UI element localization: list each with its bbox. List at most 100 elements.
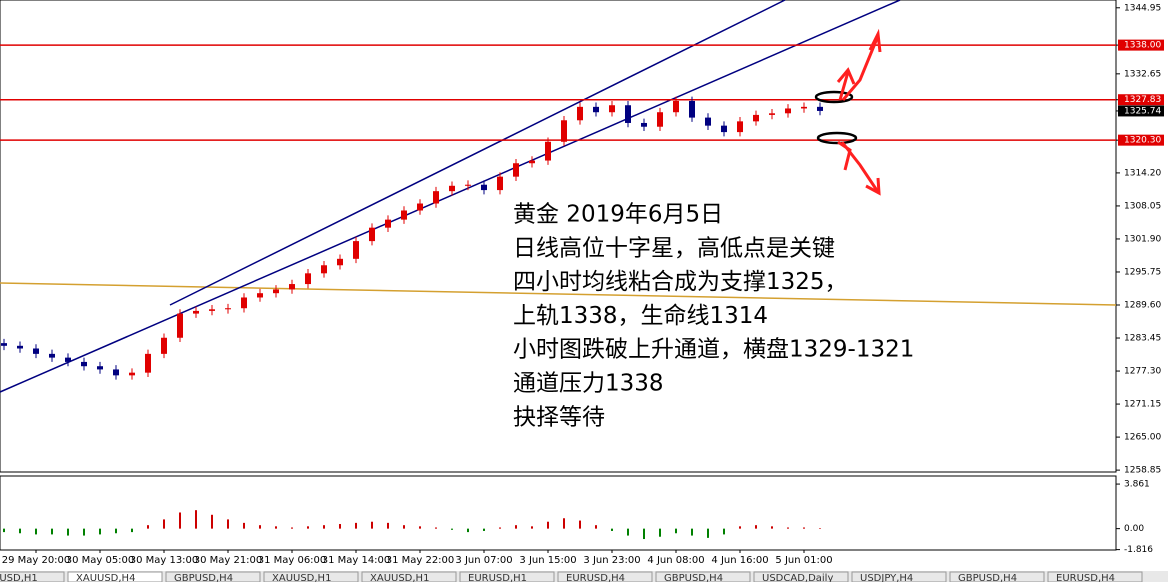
candle-body (161, 337, 167, 354)
price-panel (0, 0, 1117, 473)
y-tick-label: 1295.75 (1124, 267, 1161, 277)
y-tick-label: 1301.90 (1124, 234, 1161, 244)
tab-label[interactable]: XAUUSD,H4 (76, 573, 135, 584)
x-tick-label: 31 May 14:00 (322, 555, 391, 566)
arrow (841, 35, 880, 101)
candle-body (641, 122, 647, 127)
candle-body (721, 125, 727, 133)
y-tick-label: 1258.85 (1124, 466, 1161, 476)
x-tick-label: 3 Jun 23:00 (583, 555, 640, 566)
x-tick-label: 3 Jun 15:00 (519, 555, 576, 566)
tab-label[interactable]: USDCAD,Daily (762, 573, 833, 584)
y-tick-label: 1277.30 (1124, 367, 1161, 377)
candle-body (369, 227, 375, 242)
tab-label[interactable]: GBPUSD,H4 (174, 573, 233, 584)
candle-body (561, 120, 567, 142)
candle-body (145, 353, 151, 373)
candle-body (1, 343, 7, 346)
candle-body (625, 105, 631, 123)
candle-body (401, 210, 407, 220)
candle-body (705, 117, 711, 126)
x-tick-label: 30 May 21:00 (194, 555, 263, 566)
ellipse-marker (814, 90, 854, 104)
candle-body (769, 113, 775, 115)
annotation-line: 日线高位十字星，高低点是关键 (513, 235, 835, 261)
candle-body (529, 160, 535, 164)
tab-label[interactable]: EURUSD,H1 (468, 573, 527, 584)
annotation-line: 四小时均线粘合成为支撑1325， (513, 269, 848, 295)
candle-body (209, 309, 215, 311)
y-tick-label: 1289.60 (1124, 301, 1161, 311)
tab-label[interactable]: GBPUSD,H4 (958, 573, 1017, 584)
candle-body (673, 100, 679, 113)
y-tick-label: 1320.30 (1124, 136, 1161, 146)
tab-label[interactable]: EURUSD,H4 (566, 573, 625, 584)
candle-body (801, 106, 807, 109)
y-tick-label: -1.816 (1124, 545, 1153, 555)
candle-body (225, 308, 231, 310)
tick-box (1118, 134, 1164, 146)
candle-body (65, 357, 71, 362)
candle-body (33, 348, 39, 354)
candle-body (689, 100, 695, 118)
x-tick-label: 31 May 22:00 (386, 555, 455, 566)
candle-body (129, 372, 135, 376)
tick-box (1118, 105, 1164, 117)
tick-box (1118, 94, 1164, 106)
candle-body (337, 258, 343, 266)
candle-body (497, 176, 503, 191)
candle-body (273, 289, 279, 294)
arrow-head (865, 177, 881, 196)
channel-line (169, 0, 786, 306)
candle-body (417, 203, 423, 211)
tab-label[interactable]: USDUSD,H1 (0, 573, 38, 584)
tab-label[interactable]: EURUSD,H4 (1056, 573, 1115, 584)
macd-panel (0, 475, 1117, 551)
candle-body (113, 369, 119, 376)
tab-label[interactable]: GBPUSD,H4 (664, 573, 723, 584)
y-tick-label: 1283.45 (1124, 334, 1161, 344)
candle-body (753, 114, 759, 122)
candle-body (353, 241, 359, 259)
candle-body (593, 106, 599, 113)
tabs: USDUSD,H1 XAUUSD,H4 GBPUSD,H4 XAUUSD,H1 XAUU… (0, 571, 1143, 584)
x-tick-label: 3 Jun 07:00 (455, 555, 512, 566)
y-tick-label: 3.861 (1124, 480, 1150, 490)
annotation-line: 抉择等待 (513, 404, 605, 430)
candle-body (465, 184, 471, 186)
arrow-head (868, 28, 882, 53)
candle-body (177, 313, 183, 338)
candle-body (289, 284, 295, 290)
arrow (838, 71, 850, 101)
candle-body (305, 273, 311, 285)
arrow-head (836, 67, 856, 85)
tab-label[interactable]: XAUUSD,H1 (370, 573, 429, 584)
annotation-line: 黄金 2019年6月5日 (513, 202, 723, 228)
candle-body (817, 106, 823, 111)
candle-body (657, 112, 663, 127)
y-tick-label: 1338.00 (1124, 41, 1161, 51)
candle-body (385, 219, 391, 228)
y-tick-label: 0.00 (1124, 524, 1144, 534)
candle-body (481, 184, 487, 191)
x-tick-label: 5 Jun 01:00 (775, 555, 832, 566)
tick-box (1118, 39, 1164, 51)
candle-body (513, 163, 519, 177)
x-tick-label: 30 May 13:00 (130, 555, 199, 566)
channel-line (0, 0, 901, 393)
candle-body (81, 361, 87, 367)
x-tick-label: 4 Jun 16:00 (711, 555, 768, 566)
candle-body (737, 121, 743, 133)
tab-label[interactable]: XAUUSD,H1 (272, 573, 331, 584)
x-tick-label: 31 May 06:00 (258, 555, 327, 566)
annotation-line: 通道压力1338 (513, 371, 664, 397)
candle-body (609, 105, 615, 113)
arrows (836, 28, 882, 196)
y-tick-label: 1314.20 (1124, 168, 1161, 178)
candle-body (17, 345, 23, 349)
tab-label[interactable]: USDJPY,H4 (860, 573, 913, 584)
y-tick-label: 1265.00 (1124, 433, 1161, 443)
candle-body (449, 185, 455, 192)
